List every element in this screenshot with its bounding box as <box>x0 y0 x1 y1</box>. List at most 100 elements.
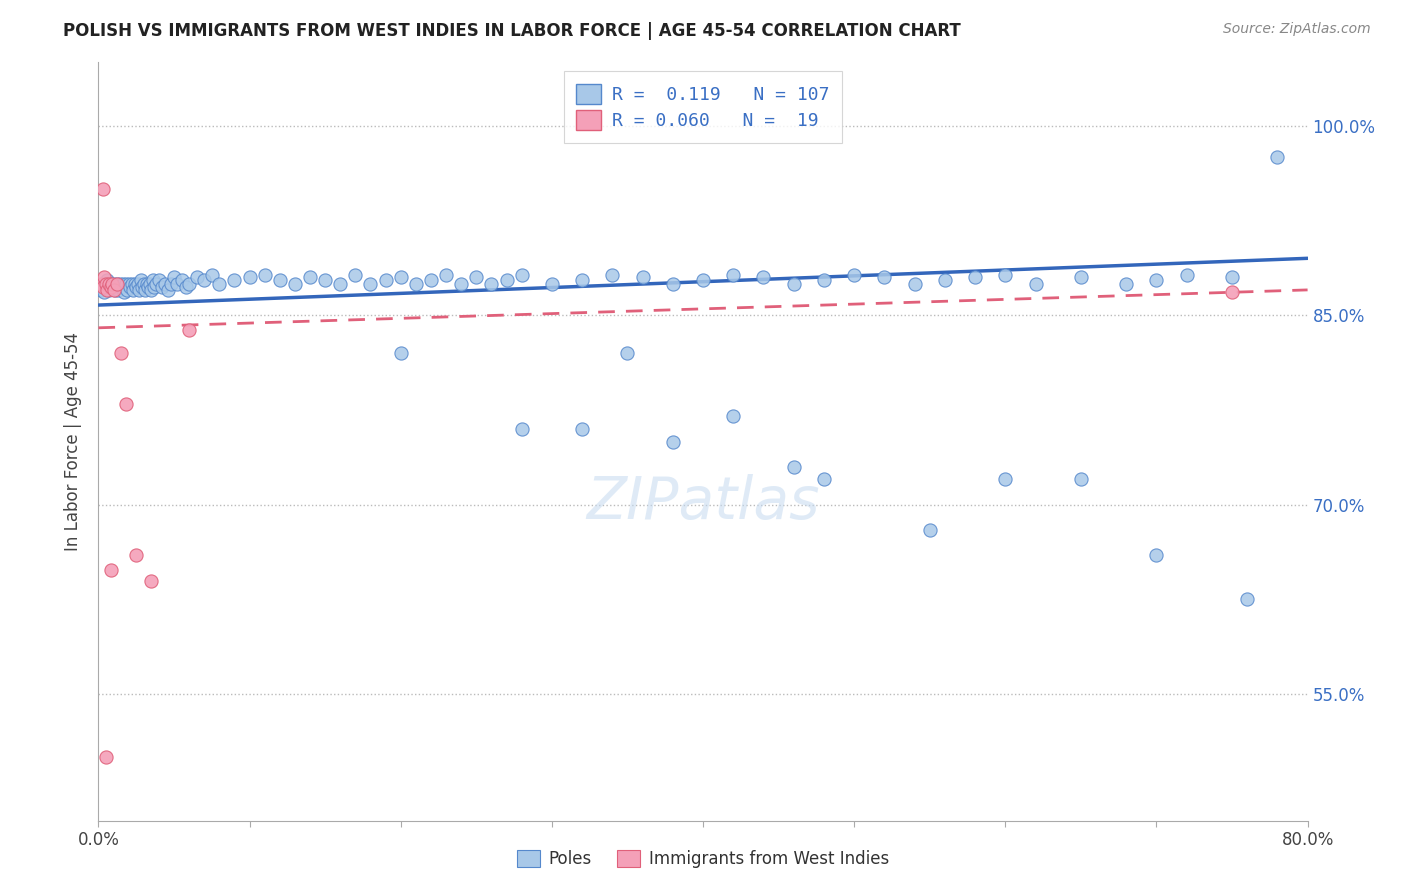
Point <box>101 280 124 294</box>
Point <box>1220 270 1243 285</box>
Point <box>284 277 307 291</box>
Point <box>174 280 197 294</box>
Point <box>148 273 170 287</box>
Point <box>110 280 132 294</box>
Point <box>111 277 134 291</box>
Text: POLISH VS IMMIGRANTS FROM WEST INDIES IN LABOR FORCE | AGE 45-54 CORRELATION CHA: POLISH VS IMMIGRANTS FROM WEST INDIES IN… <box>63 22 962 40</box>
Point <box>142 273 165 287</box>
Point <box>96 273 118 287</box>
Point <box>150 280 173 294</box>
Point <box>118 277 141 291</box>
Point <box>90 283 112 297</box>
Point <box>193 273 215 287</box>
Point <box>186 270 208 285</box>
Point <box>94 280 117 294</box>
Point <box>107 283 129 297</box>
Point <box>661 434 683 449</box>
Point <box>98 277 121 291</box>
Point <box>208 277 231 291</box>
Point <box>481 277 503 291</box>
Point <box>135 277 157 291</box>
Point <box>1070 270 1092 285</box>
Point <box>94 277 117 291</box>
Point <box>723 268 745 282</box>
Point <box>201 268 224 282</box>
Point <box>105 277 128 291</box>
Point <box>844 268 866 282</box>
Point <box>108 277 131 291</box>
Point <box>163 270 186 285</box>
Point <box>450 277 472 291</box>
Point <box>124 277 146 291</box>
Point <box>91 280 114 294</box>
Point <box>1144 273 1167 287</box>
Point <box>136 280 159 294</box>
Point <box>873 270 896 285</box>
Point <box>139 277 162 291</box>
Point <box>813 273 835 287</box>
Point <box>94 750 117 764</box>
Point <box>224 273 246 287</box>
Point <box>1024 277 1046 291</box>
Point <box>571 422 593 436</box>
Point <box>166 277 188 291</box>
Point <box>360 277 382 291</box>
Point <box>661 277 683 291</box>
Point <box>103 283 125 297</box>
Point <box>1115 277 1137 291</box>
Point <box>98 283 121 297</box>
Point <box>112 285 135 300</box>
Point <box>405 277 427 291</box>
Point <box>125 280 148 294</box>
Point <box>434 268 457 282</box>
Point <box>105 277 128 291</box>
Text: Source: ZipAtlas.com: Source: ZipAtlas.com <box>1223 22 1371 37</box>
Point <box>127 277 149 291</box>
Point <box>141 283 163 297</box>
Point <box>299 270 322 285</box>
Point <box>131 280 153 294</box>
Point <box>1175 268 1198 282</box>
Point <box>96 283 118 297</box>
Point <box>540 277 562 291</box>
Point <box>329 277 352 291</box>
Point <box>253 268 276 282</box>
Point <box>91 182 114 196</box>
Point <box>134 283 156 297</box>
Point <box>93 270 115 285</box>
Point <box>104 283 127 297</box>
Point <box>145 277 167 291</box>
Point <box>115 283 138 297</box>
Point <box>510 268 533 282</box>
Point <box>160 277 183 291</box>
Point <box>120 280 142 294</box>
Point <box>91 277 114 291</box>
Text: ZIPatlas: ZIPatlas <box>586 474 820 531</box>
Point <box>100 564 122 578</box>
Y-axis label: In Labor Force | Age 45-54: In Labor Force | Age 45-54 <box>65 332 83 551</box>
Point <box>631 270 654 285</box>
Point <box>994 473 1017 487</box>
Point <box>90 277 112 291</box>
Point <box>121 277 143 291</box>
Point <box>783 277 806 291</box>
Point <box>344 268 367 282</box>
Point <box>179 323 201 337</box>
Point <box>141 574 163 588</box>
Legend: Poles, Immigrants from West Indies: Poles, Immigrants from West Indies <box>510 843 896 875</box>
Point <box>602 268 624 282</box>
Point <box>129 273 152 287</box>
Point <box>1236 592 1258 607</box>
Point <box>114 396 136 410</box>
Point <box>101 277 124 291</box>
Point <box>269 273 291 287</box>
Point <box>170 273 193 287</box>
Point <box>723 409 745 424</box>
Point <box>110 346 132 360</box>
Point <box>143 280 166 294</box>
Point <box>934 273 956 287</box>
Point <box>1220 285 1243 300</box>
Point <box>904 277 927 291</box>
Point <box>128 283 150 297</box>
Point <box>132 277 155 291</box>
